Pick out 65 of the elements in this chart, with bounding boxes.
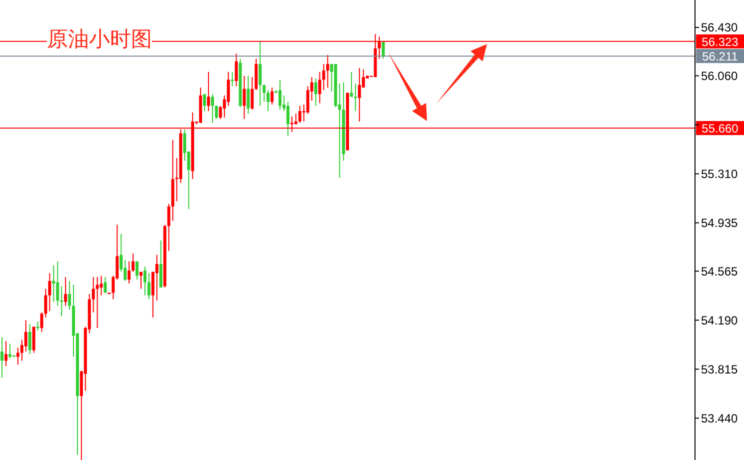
candlestick	[136, 260, 139, 280]
candlestick	[234, 53, 238, 87]
candlestick	[298, 105, 302, 124]
candlestick	[242, 75, 246, 120]
candlestick	[210, 94, 214, 124]
candlestick	[258, 41, 262, 106]
candlestick	[32, 326, 36, 354]
y-tick-label: 55.310	[701, 167, 738, 182]
candlestick	[104, 276, 107, 294]
candlestick	[278, 79, 282, 110]
y-tick-label: 53.440	[701, 411, 738, 426]
candlestick	[36, 320, 40, 332]
candlestick	[132, 253, 135, 272]
candlestick	[28, 324, 32, 355]
candlestick	[92, 276, 95, 313]
candlestick	[24, 320, 28, 352]
candlestick	[68, 280, 72, 310]
candlestick	[318, 71, 322, 104]
candlestick	[214, 105, 218, 120]
ref-line-label: 56.323	[702, 34, 739, 49]
candlestick	[128, 260, 131, 284]
candlestick	[16, 347, 20, 366]
candlestick	[167, 203, 170, 252]
candlestick	[306, 86, 310, 114]
candlestick	[143, 266, 146, 296]
candlestick	[354, 83, 357, 112]
candlestick	[286, 101, 290, 136]
candlestick	[358, 67, 361, 122]
candlestick	[147, 272, 150, 300]
y-tick-label: 54.565	[701, 264, 738, 278]
candlestick	[270, 87, 274, 106]
candlestick	[262, 84, 266, 102]
candlestick	[203, 94, 206, 112]
candlestick	[246, 75, 250, 114]
candlestick	[60, 286, 64, 317]
y-tick-label: 54.935	[701, 216, 738, 230]
candlestick	[382, 41, 385, 60]
y-tick-label: 53.815	[701, 362, 738, 376]
candlestick	[0, 336, 4, 378]
candlestick	[226, 71, 230, 106]
candlestick	[40, 312, 44, 332]
candlestick	[48, 272, 52, 312]
y-tick-label: 56.430	[701, 20, 738, 35]
candlestick	[159, 240, 162, 288]
candlestick	[155, 254, 158, 302]
candlestick	[326, 54, 330, 88]
candlestick	[266, 90, 270, 112]
y-tick-label: 54.190	[701, 313, 738, 328]
text: 原油小时图	[47, 26, 152, 52]
candlestick	[44, 288, 48, 318]
candlestick	[4, 340, 8, 366]
candlestick	[250, 76, 254, 110]
ref-line-label: 55.660	[702, 122, 739, 136]
candlestick	[8, 343, 12, 359]
candlestick	[52, 264, 56, 302]
y-tick-label: 56.060	[701, 69, 738, 84]
candlestick	[207, 71, 210, 112]
candlestick	[56, 260, 60, 306]
candlestick	[322, 64, 326, 91]
candlestick	[314, 78, 318, 106]
candlestick	[96, 276, 99, 329]
candlestick	[64, 276, 68, 306]
candlestick	[100, 275, 103, 296]
ref-line-label: 56.211	[702, 50, 738, 64]
candlestick	[230, 71, 234, 87]
